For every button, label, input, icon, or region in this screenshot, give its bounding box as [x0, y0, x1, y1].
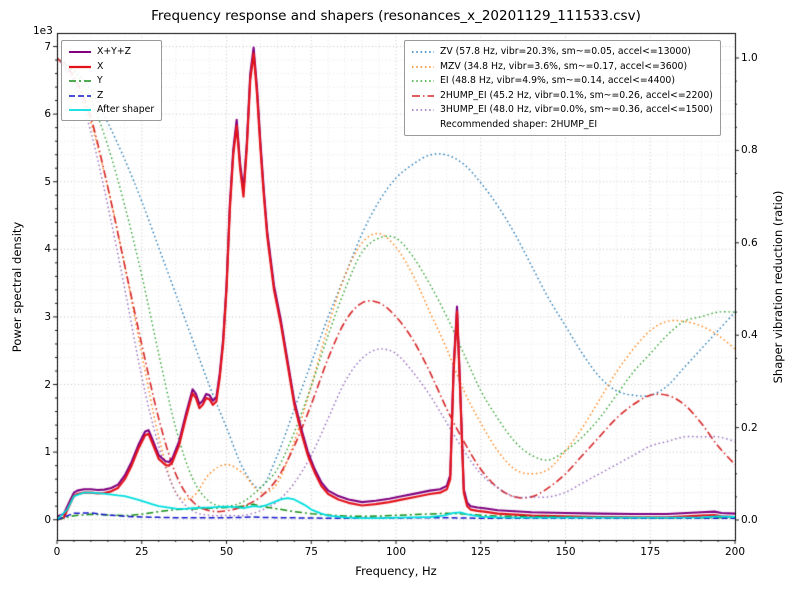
- legend-series: X+Y+Z X Y Z After shaper: [61, 40, 163, 122]
- legend-item: X+Y+Z: [68, 46, 154, 58]
- chart-title: Frequency response and shapers (resonanc…: [151, 8, 641, 24]
- legend-item-label: X+Y+Z: [97, 46, 131, 57]
- legend-item: 2HUMP_EI (45.2 Hz, vibr=0.1%, sm~=0.26, …: [411, 90, 713, 102]
- 3hump_ei-legend-line-icon: [412, 109, 434, 112]
- legend-item-label: EI (48.8 Hz, vibr=4.9%, sm~=0.14, accel<…: [440, 75, 675, 87]
- x-axis-label: Frequency, Hz: [355, 564, 437, 578]
- x-tick-label: 0: [53, 546, 61, 558]
- ei-legend-line-icon: [412, 80, 434, 82]
- x-tick-label: 100: [385, 546, 407, 558]
- legend-item-label: Z: [97, 89, 104, 101]
- legend-item-label: 2HUMP_EI (45.2 Hz, vibr=0.1%, sm~=0.26, …: [440, 89, 713, 101]
- mzv-legend-line-icon: [412, 65, 434, 68]
- legend-item: X: [68, 61, 154, 73]
- left-y-tick-label: 6: [44, 108, 51, 121]
- zv-legend-line-icon: [412, 51, 434, 53]
- x-legend-line-icon: [69, 65, 91, 68]
- x+y+z-legend-line-icon: [69, 51, 91, 53]
- x-tick-label: 175: [640, 546, 661, 558]
- left-y-tick-label: 3: [44, 310, 51, 323]
- legend-item-label: ZV (57.8 Hz, vibr=20.3%, sm~=0.05, accel…: [440, 46, 691, 57]
- left-y-tick-label: 2: [44, 378, 51, 391]
- left-y-tick-label: 0: [44, 513, 51, 526]
- legend-item-label: X: [97, 60, 104, 72]
- legend-shapers: ZV (57.8 Hz, vibr=20.3%, sm~=0.05, accel…: [404, 40, 721, 136]
- x-tick-label: 25: [135, 546, 149, 558]
- y-legend-line-icon: [69, 80, 91, 83]
- legend-item-label: Y: [97, 75, 103, 87]
- x-tick-label: 125: [470, 546, 491, 558]
- legend-item: Z: [68, 90, 154, 102]
- legend-item: After shaper: [68, 104, 154, 116]
- x-tick-label: 200: [724, 546, 746, 558]
- legend-item-label: 3HUMP_EI (48.0 Hz, vibr=0.0%, sm~=0.36, …: [440, 104, 713, 116]
- right-y-tick-label: 0.8: [741, 144, 758, 157]
- left-y-tick-label: 5: [44, 175, 51, 188]
- x-tick-label: 50: [219, 546, 234, 558]
- left-y-tick-label: 7: [44, 40, 51, 53]
- z-legend-line-icon: [69, 95, 91, 97]
- legend-item-label: MZV (34.8 Hz, vibr=3.6%, sm~=0.17, accel…: [440, 60, 688, 72]
- recommended-shaper-note: Recommended shaper: 2HUMP_EI: [440, 119, 598, 131]
- x-tick-label: 150: [555, 546, 576, 558]
- legend-item-label: After shaper: [97, 104, 155, 116]
- right-y-tick-label: 0.4: [741, 329, 758, 342]
- left-axis-offset-label: 1e3: [33, 25, 53, 37]
- after-legend-line-icon: [69, 109, 91, 112]
- left-y-tick-label: 1: [44, 446, 51, 459]
- legend-item: Y: [68, 75, 154, 87]
- legend-item: 3HUMP_EI (48.0 Hz, vibr=0.0%, sm~=0.36, …: [411, 104, 713, 116]
- legend-item: ZV (57.8 Hz, vibr=20.3%, sm~=0.05, accel…: [411, 46, 713, 58]
- x-tick-label: 75: [304, 546, 318, 558]
- legend-item: MZV (34.8 Hz, vibr=3.6%, sm~=0.17, accel…: [411, 61, 713, 73]
- right-y-tick-label: 0.2: [741, 421, 758, 434]
- right-y-tick-label: 0.0: [741, 513, 758, 526]
- legend-item: EI (48.8 Hz, vibr=4.9%, sm~=0.14, accel<…: [411, 75, 713, 87]
- right-y-tick-label: 1.0: [741, 51, 758, 64]
- right-axis-label: Shaper vibration reduction (ratio): [771, 190, 785, 384]
- right-y-tick-label: 0.6: [741, 236, 758, 249]
- left-y-tick-label: 4: [44, 243, 51, 256]
- 2hump_ei-legend-line-icon: [412, 95, 434, 97]
